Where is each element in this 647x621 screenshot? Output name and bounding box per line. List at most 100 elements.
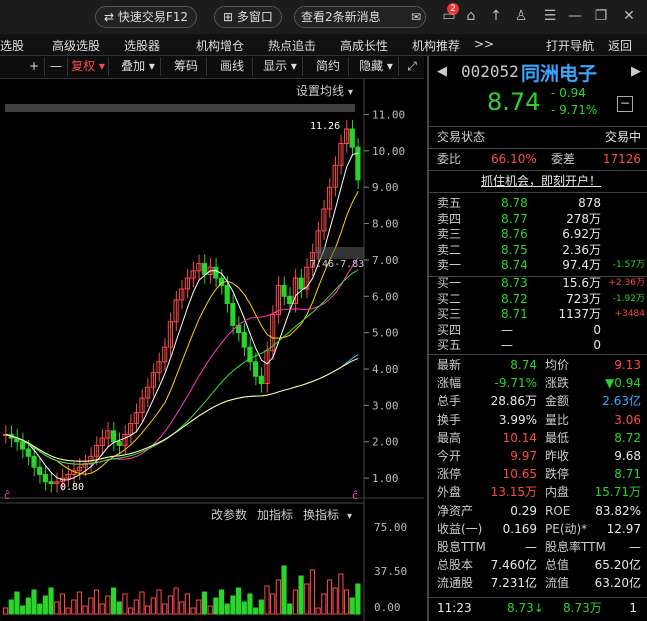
chips-button[interactable]: 筹码 [166,57,207,76]
sell-volume: 878 [578,196,601,210]
candle-body [93,444,100,457]
candle-body [196,263,202,272]
quick-trade-button[interactable]: ⇄ 快速交易F12 [95,6,198,28]
buy-row[interactable]: 买二 8.72 723万 -1.92万 [437,291,645,308]
sell-row[interactable]: 卖二 8.75 2.36万 [437,242,645,259]
overlay-button[interactable]: 叠加 ▾ [116,57,161,76]
price-tick-label: 8.00 [372,218,399,231]
menu-stock-select[interactable]: 选股 [0,39,25,53]
sell-row[interactable]: 卖三 8.76 6.92万 [437,226,645,243]
candle-body [258,375,264,385]
sell-volume: 278万 [566,211,601,226]
chevron-down-icon[interactable]: ▾ [347,511,352,522]
volume-bar [287,603,293,615]
ma-setting-label[interactable]: 设置均线 [296,84,344,98]
stat-label: 流通股 [437,576,474,591]
stat-row: 今开 9.97 昨收 9.68 [437,448,645,465]
menu-icon[interactable]: ☰ [543,8,557,24]
volume-bar [309,569,316,615]
buy-row[interactable]: 买三 8.71 1137万 +3484 [437,306,645,323]
next-stock-icon[interactable]: ▶ [631,64,641,79]
sell-row[interactable]: 卖一 8.74 97.4万 -1.57万 [437,257,645,274]
menu-more[interactable]: >> [474,37,495,51]
price-tick-label: 1.00 [372,472,399,485]
menu-stock-screener[interactable]: 选股器 [124,39,161,53]
restore-icon[interactable]: ❐ [594,8,608,24]
zoom-in-button[interactable]: + [24,57,45,76]
fullscreen-icon[interactable]: ⤢ [407,59,417,73]
candle-body [105,430,111,439]
stat-row: 最高 10.14 最低 8.72 [437,430,645,447]
add-indicator-button[interactable]: 加指标 [257,507,293,522]
sell-label: 卖三 [437,227,462,241]
draw-line-button[interactable]: 画线 [212,57,253,76]
prev-stock-icon[interactable]: ◀ [437,64,447,79]
hide-button[interactable]: 隐藏 ▾ [354,57,399,76]
change-params-button[interactable]: 改参数 [211,507,247,522]
volume-bar [270,593,276,615]
collapse-button[interactable]: − [617,96,633,112]
volume-bar [230,595,236,615]
multi-window-button[interactable]: ⊞ 多窗口 [214,6,282,28]
buy-label: 买五 [437,338,462,352]
volume-bar [201,591,208,615]
zoom-out-button[interactable]: — [45,57,68,76]
close-icon[interactable]: ✕ [623,8,635,24]
buy-row[interactable]: 买五 — 0 [437,337,645,354]
candle-body [247,346,253,363]
candle-body [349,128,355,148]
chat-icon[interactable]: ▭ [442,8,456,24]
chevron-down-icon[interactable]: ▾ [348,87,353,98]
tick-row: 11:23 8.73↓ 8.73万 1 [437,600,645,617]
shirt-icon[interactable]: ♙ [514,8,528,24]
kline-chart[interactable]: 11.00 10.00 9.00 8.00 7.00 6.00 5.00 4.00 3.00 2.… [0,79,424,621]
buy-row[interactable]: 买一 8.73 15.6万 +2.36万 [437,275,645,292]
menu-inst-recommend[interactable]: 机构推荐 [412,39,461,53]
volume-bar [264,585,270,615]
event-marker-icon[interactable]: ĉ [352,489,358,502]
price-tick-label: 7.00 [372,254,399,267]
stat-value: 65.20亿 [594,558,641,573]
home-icon[interactable]: ⌂ [466,8,476,24]
volume-bar [82,605,88,615]
weibi-value: 66.10% [491,152,537,166]
volume-bar [304,583,310,615]
hide-label: 隐藏 [359,59,384,73]
switch-indicator-button[interactable]: 换指标 [303,507,339,522]
volume-bar [139,591,145,615]
menu-high-growth[interactable]: 高成长性 [340,39,389,53]
event-marker-icon[interactable]: ĉ [4,489,10,502]
candle-body [213,266,219,279]
candle-body [99,437,105,446]
sell-row[interactable]: 卖五 8.78 878 [437,195,645,212]
menu-inst-increase[interactable]: 机构增仓 [196,39,245,53]
buy-volume: 0 [593,322,601,337]
stat-row: 换手 3.99% 量比 3.06 [437,412,645,429]
menu-open-nav[interactable]: 打开导航 [546,39,595,53]
menu-back[interactable]: 返回 [608,39,633,53]
candle-body [42,473,48,483]
buy-row[interactable]: 买四 — 0 [437,322,645,339]
volume-bars [3,565,361,615]
stat-label: 外盘 [437,485,462,500]
minimize-icon[interactable]: — [568,8,582,24]
price-range-label: 7.46-7.83 [310,259,364,270]
up-arrow-icon[interactable]: ↑ [490,8,502,24]
adjust-button[interactable]: 复权 ▾ [68,57,109,76]
simple-button[interactable]: 简约 [308,57,349,76]
volume-bar [326,579,333,615]
candle-body [332,164,338,188]
stat-value: 83.82% [595,503,641,518]
stat-label: 流值 [545,576,570,591]
open-account-link[interactable]: 抓住机会，即刻开户！ [437,173,645,190]
buy-price: — [501,322,513,337]
sell-row[interactable]: 卖四 8.77 278万 [437,211,645,228]
buy-price: 8.72 [501,291,528,306]
menu-hot-track[interactable]: 热点追击 [268,39,317,53]
menu-advanced-select[interactable]: 高级选股 [52,39,101,53]
weibi-label: 委比 [437,152,462,166]
messages-button[interactable]: 查看2条新消息 ✉ [294,6,426,28]
candle-body [321,208,327,232]
candle-body [173,299,179,323]
display-button[interactable]: 显示 ▾ [258,57,303,76]
